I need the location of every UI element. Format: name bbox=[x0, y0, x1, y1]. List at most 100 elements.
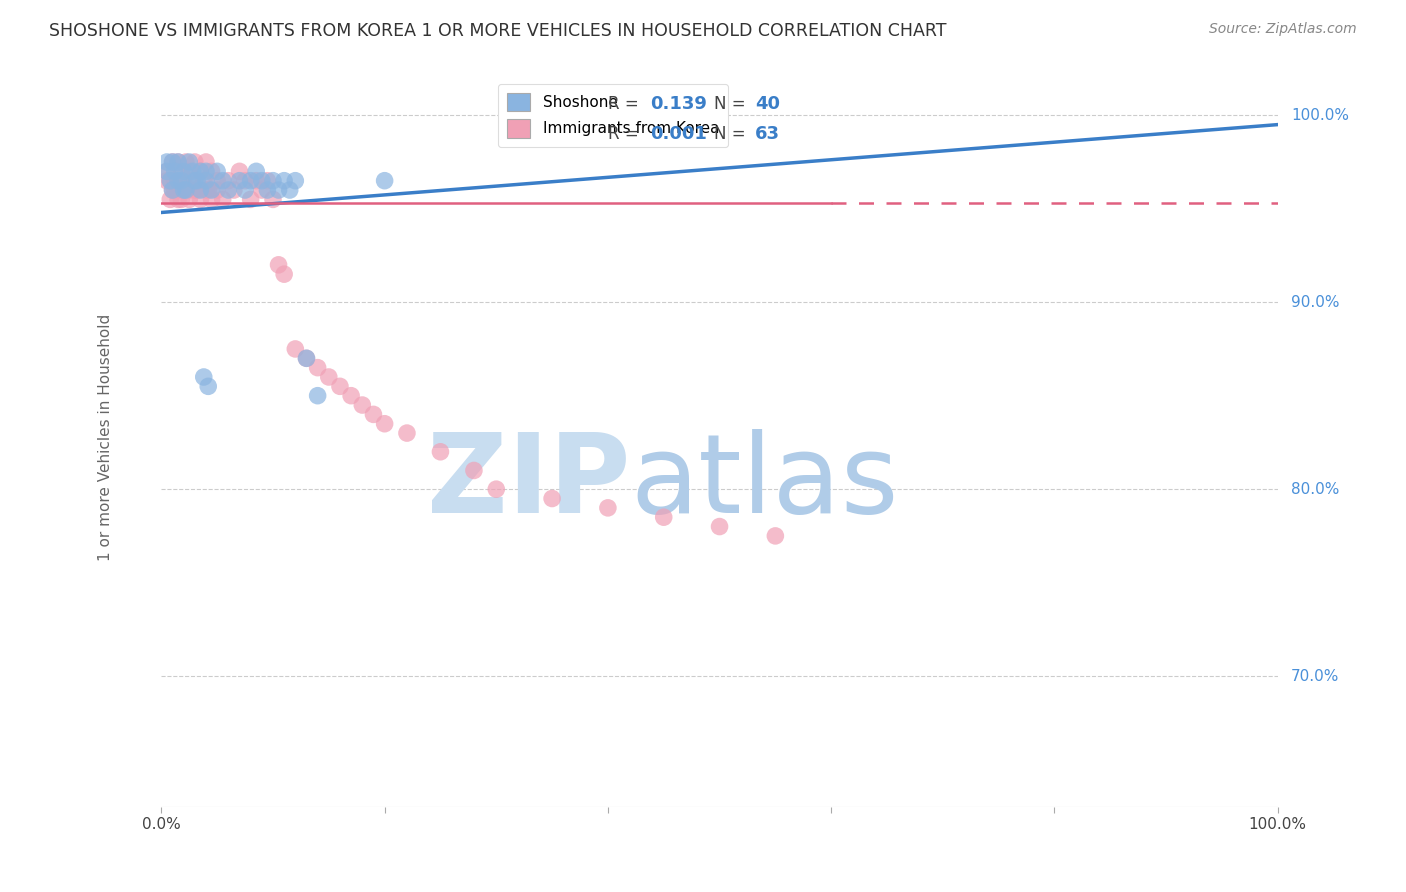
Point bbox=[173, 164, 195, 178]
Point bbox=[167, 155, 190, 169]
Point bbox=[156, 174, 179, 188]
Point bbox=[156, 164, 179, 178]
Point bbox=[307, 389, 329, 403]
Point bbox=[267, 183, 290, 197]
Point bbox=[195, 155, 218, 169]
Point bbox=[200, 183, 222, 197]
Point bbox=[179, 155, 201, 169]
Point bbox=[173, 183, 195, 197]
Point bbox=[170, 174, 193, 188]
Point bbox=[162, 155, 184, 169]
Point bbox=[262, 193, 284, 207]
Point bbox=[485, 482, 508, 496]
Point bbox=[159, 174, 181, 188]
Point bbox=[256, 183, 278, 197]
Text: R =: R = bbox=[607, 95, 644, 113]
Point bbox=[318, 370, 340, 384]
Text: N =: N = bbox=[714, 95, 751, 113]
Point bbox=[295, 351, 318, 366]
Point bbox=[228, 174, 250, 188]
Point bbox=[541, 491, 564, 506]
Text: 100.0%: 100.0% bbox=[1291, 108, 1350, 123]
Point bbox=[163, 183, 186, 197]
Point bbox=[167, 155, 190, 169]
Point bbox=[256, 174, 278, 188]
Point bbox=[170, 164, 193, 178]
Point bbox=[205, 174, 228, 188]
Point bbox=[463, 463, 485, 477]
Point bbox=[267, 258, 290, 272]
Point bbox=[200, 164, 222, 178]
Point bbox=[163, 174, 186, 188]
Point bbox=[193, 174, 215, 188]
Text: R =: R = bbox=[607, 125, 644, 143]
Point bbox=[211, 174, 233, 188]
Point bbox=[190, 193, 212, 207]
Point bbox=[197, 379, 219, 393]
Text: 1 or more Vehicles in Household: 1 or more Vehicles in Household bbox=[98, 314, 112, 561]
Legend: Shoshone, Immigrants from Korea: Shoshone, Immigrants from Korea bbox=[498, 84, 728, 147]
Point bbox=[156, 155, 179, 169]
Point bbox=[709, 519, 731, 533]
Point bbox=[184, 155, 207, 169]
Point bbox=[217, 174, 239, 188]
Point bbox=[222, 183, 245, 197]
Text: 90.0%: 90.0% bbox=[1291, 294, 1340, 310]
Point bbox=[195, 164, 218, 178]
Point bbox=[228, 164, 250, 178]
Text: 70.0%: 70.0% bbox=[1291, 669, 1340, 683]
Point bbox=[170, 193, 193, 207]
Point bbox=[184, 174, 207, 188]
Point bbox=[352, 398, 374, 412]
Point bbox=[173, 174, 195, 188]
Point bbox=[179, 164, 201, 178]
Point bbox=[156, 164, 179, 178]
Point bbox=[186, 183, 208, 197]
Point bbox=[250, 183, 273, 197]
Point bbox=[167, 193, 190, 207]
Point bbox=[250, 174, 273, 188]
Text: atlas: atlas bbox=[630, 428, 898, 535]
Text: Source: ZipAtlas.com: Source: ZipAtlas.com bbox=[1209, 22, 1357, 37]
Point bbox=[163, 164, 186, 178]
Point bbox=[217, 183, 239, 197]
Point bbox=[211, 193, 233, 207]
Point bbox=[193, 370, 215, 384]
Point bbox=[184, 183, 207, 197]
Point bbox=[162, 155, 184, 169]
Point bbox=[159, 174, 181, 188]
Point bbox=[159, 193, 181, 207]
Point bbox=[363, 408, 385, 422]
Point bbox=[197, 183, 219, 197]
Point bbox=[278, 183, 301, 197]
Text: 0.139: 0.139 bbox=[651, 95, 707, 113]
Point bbox=[596, 500, 619, 515]
Point bbox=[190, 164, 212, 178]
Text: 40: 40 bbox=[755, 95, 780, 113]
Point bbox=[233, 183, 256, 197]
Point bbox=[239, 193, 262, 207]
Point bbox=[179, 183, 201, 197]
Point bbox=[340, 389, 363, 403]
Point bbox=[162, 183, 184, 197]
Point bbox=[245, 174, 267, 188]
Point bbox=[307, 360, 329, 375]
Point bbox=[233, 174, 256, 188]
Point bbox=[374, 174, 396, 188]
Text: N =: N = bbox=[714, 125, 751, 143]
Point bbox=[429, 444, 451, 458]
Point bbox=[374, 417, 396, 431]
Point bbox=[395, 426, 418, 441]
Point bbox=[195, 183, 218, 197]
Point bbox=[262, 174, 284, 188]
Point bbox=[284, 342, 307, 356]
Point bbox=[190, 183, 212, 197]
Point bbox=[162, 183, 184, 197]
Point bbox=[174, 183, 197, 197]
Point bbox=[329, 379, 352, 393]
Point bbox=[167, 174, 190, 188]
Point bbox=[181, 174, 204, 188]
Point bbox=[181, 164, 204, 178]
Text: SHOSHONE VS IMMIGRANTS FROM KOREA 1 OR MORE VEHICLES IN HOUSEHOLD CORRELATION CH: SHOSHONE VS IMMIGRANTS FROM KOREA 1 OR M… bbox=[49, 22, 946, 40]
Point bbox=[179, 193, 201, 207]
